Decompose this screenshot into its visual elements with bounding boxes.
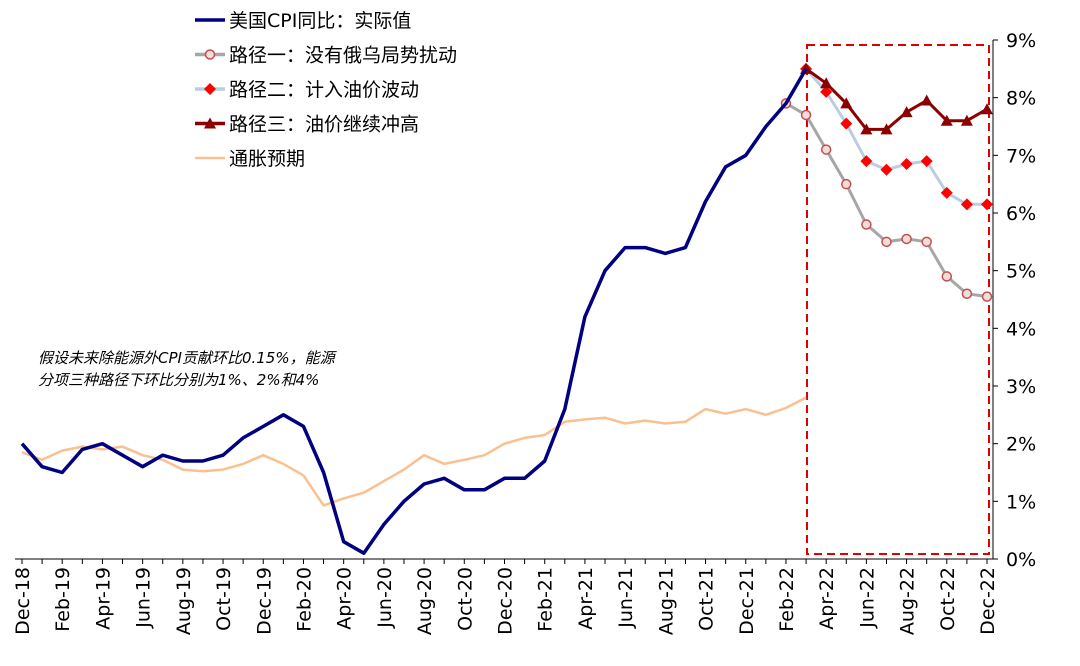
annotation: 分项三种路径下环比分别为1%、2%和4% [38, 371, 319, 389]
x-tick-label: Feb-22 [776, 567, 798, 632]
point [901, 233, 912, 245]
point [820, 77, 833, 89]
legend-item: 路径二：计入油价波动 [195, 79, 419, 101]
x-tick-label: Dec-22 [977, 567, 999, 635]
point [981, 291, 993, 302]
x-tick-label: Aug-22 [897, 567, 919, 635]
legend-item: 美国CPI同比：实际值 [195, 10, 411, 32]
y-tick-label: 2% [1006, 434, 1036, 456]
y-tick-label: 5% [1006, 261, 1036, 283]
point [880, 163, 893, 176]
point [981, 103, 993, 115]
x-tick-label: Jun-19 [133, 567, 155, 629]
x-tick-label: Apr-20 [334, 567, 356, 630]
point [900, 157, 913, 170]
legend-label: 路径二：计入油价波动 [229, 79, 419, 101]
annotation: 假设未来除能源外CPI贡献环比0.15%，能源 [38, 349, 338, 367]
point [880, 123, 893, 135]
x-tick-label: Oct-19 [213, 567, 235, 631]
series-line [805, 67, 988, 131]
legend-label: 美国CPI同比：实际值 [229, 10, 411, 32]
legend-label: 路径三：油价继续冲高 [229, 114, 419, 136]
y-tick-label: 4% [1006, 318, 1036, 340]
legend-label: 路径一：没有俄乌局势扰动 [229, 45, 457, 67]
x-tick-label: Jun-20 [374, 567, 396, 629]
x-tick-label: Dec-19 [253, 567, 275, 635]
y-tick-label: 6% [1006, 203, 1036, 225]
y-tick-label: 7% [1006, 145, 1036, 167]
y-tick-label: 3% [1006, 376, 1036, 398]
point [861, 219, 872, 230]
point [921, 236, 932, 248]
point [900, 106, 913, 118]
x-tick-label: Oct-21 [696, 567, 718, 631]
x-tick-label: Feb-21 [535, 567, 557, 632]
point [940, 186, 953, 199]
y-tick-label: 1% [1006, 491, 1036, 513]
point [961, 288, 973, 299]
x-tick-label: Aug-20 [414, 567, 436, 635]
x-tick-label: Apr-19 [92, 567, 114, 630]
series-line [20, 67, 808, 555]
x-tick-label: Oct-22 [937, 567, 959, 631]
x-tick-label: Oct-20 [454, 567, 476, 631]
x-tick-label: Apr-22 [816, 567, 838, 630]
point [820, 85, 833, 98]
x-tick-label: Dec-21 [736, 567, 758, 635]
y-tick-label: 8% [1006, 88, 1036, 110]
y-tick-label: 0% [1006, 549, 1036, 571]
point [800, 109, 812, 121]
point [860, 155, 873, 168]
point [840, 117, 853, 130]
point [840, 97, 853, 109]
point [920, 155, 933, 168]
point [860, 123, 873, 135]
x-tick-label: Aug-21 [655, 567, 677, 635]
legend-item: 通胀预期 [195, 148, 305, 170]
x-tick-label: Dec-20 [495, 567, 517, 635]
legend-item: 路径三：油价继续冲高 [195, 114, 419, 136]
point [204, 83, 216, 95]
point [941, 271, 953, 282]
legend-label: 通胀预期 [229, 148, 305, 170]
point [204, 117, 216, 129]
x-tick-label: Jun-22 [856, 567, 878, 629]
point [820, 144, 832, 155]
point [960, 114, 973, 126]
point [981, 198, 993, 211]
x-tick-label: Dec-18 [12, 567, 34, 635]
x-tick-label: Apr-21 [575, 567, 597, 630]
point [920, 94, 933, 106]
series-line [21, 396, 807, 507]
point [940, 114, 953, 126]
y-tick-label: 9% [1006, 30, 1036, 52]
x-tick-label: Feb-19 [52, 567, 74, 632]
series-line [804, 67, 987, 206]
x-tick-label: Aug-19 [173, 567, 195, 635]
legend-item: 路径一：没有俄乌局势扰动 [195, 45, 457, 67]
point [841, 178, 852, 190]
point [960, 198, 973, 211]
x-tick-label: Feb-20 [293, 567, 315, 632]
point [881, 236, 892, 248]
point [204, 49, 216, 60]
x-tick-label: Jun-21 [615, 567, 637, 629]
